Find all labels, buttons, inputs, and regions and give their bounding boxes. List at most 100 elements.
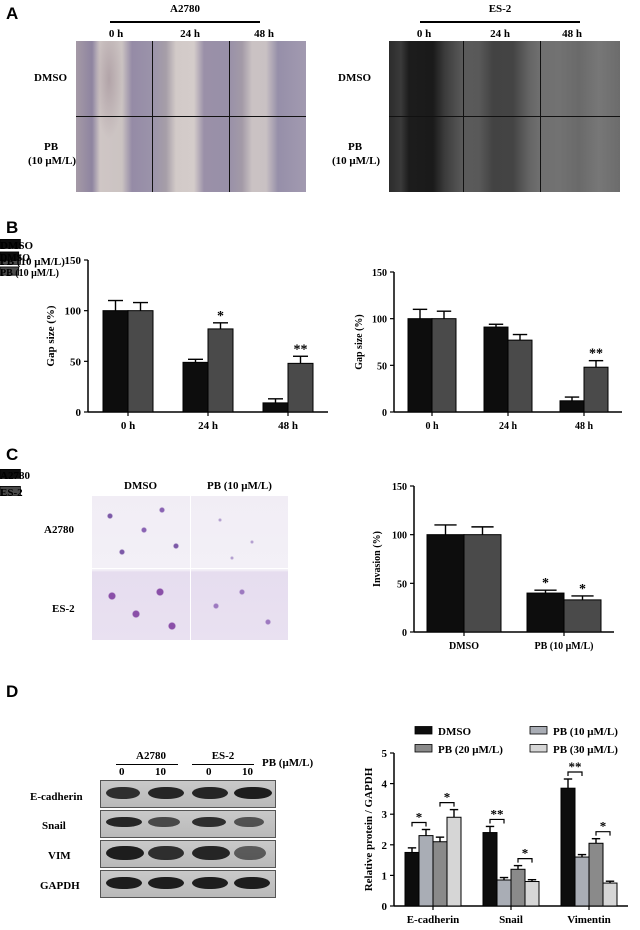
a2780-time-48h: 48 h: [254, 28, 274, 40]
blot-line-a2780: A2780: [136, 750, 166, 762]
y-tick-label: 0: [382, 901, 388, 913]
bar: [404, 851, 420, 907]
a2780-row-pb-dose: (10 μM/L): [28, 155, 77, 167]
significance-label: *: [444, 790, 451, 805]
blot-unit: PB (μM/L): [262, 757, 314, 769]
bar: [482, 832, 498, 907]
significance-label: *: [416, 810, 423, 825]
significance-label: **: [294, 342, 308, 357]
a2780-time-24h: 24 h: [180, 28, 200, 40]
bar: [262, 402, 289, 413]
y-tick-label: 100: [392, 531, 407, 542]
y-tick-label: 150: [392, 482, 407, 493]
y-tick-label: 50: [397, 579, 407, 590]
bar: [127, 310, 154, 413]
bar: [446, 816, 462, 907]
blot-band: [234, 877, 270, 889]
y-tick-label: 150: [65, 255, 82, 267]
y-tick-label: 2: [382, 840, 388, 852]
significance-bracket: [595, 831, 611, 836]
invasion-col-pb: PB (10 μM/L): [207, 480, 272, 492]
bar: [426, 534, 465, 633]
x-tick-label: 24 h: [198, 420, 218, 432]
significance-label: **: [491, 806, 504, 821]
es2-title: ES-2: [488, 3, 512, 15]
bar: [496, 879, 512, 907]
bar: [602, 882, 618, 907]
bar: [574, 856, 590, 907]
bar: [588, 842, 604, 907]
bar: [507, 339, 533, 413]
es2-row-pb: PB: [348, 141, 363, 153]
significance-bracket: [411, 821, 427, 827]
es2-time-24h: 24 h: [490, 28, 510, 40]
a2780-row-pb: PB: [44, 141, 59, 153]
blot-protein-gapdh: GAPDH: [40, 880, 80, 892]
bar: [407, 318, 433, 413]
x-tick-label: 0 h: [121, 420, 135, 432]
legend-swatch: [0, 468, 21, 479]
legend-swatch: [414, 726, 433, 735]
bar: [102, 310, 129, 413]
blot-line-es2: ES-2: [211, 750, 235, 762]
x-tick-label: Vimentin: [567, 914, 611, 926]
x-tick-label: Snail: [499, 914, 523, 926]
blot-band: [234, 817, 264, 827]
x-tick-label: DMSO: [449, 641, 479, 652]
bar: [563, 599, 602, 633]
es2-row-pb-dose: (10 μM/L): [332, 155, 381, 167]
blot-protein-ecad: E-cadherin: [30, 791, 83, 803]
y-tick-label: 0: [382, 408, 387, 419]
significance-label: **: [589, 347, 603, 362]
y-axis-label: Gap size (%): [354, 314, 365, 370]
blot-protein-vim: VIM: [48, 850, 71, 862]
blot-line-es2-rule: [192, 764, 254, 765]
blot-band: [234, 787, 272, 799]
blot-band: [148, 817, 180, 827]
legend-label: PB (10 μM/L): [553, 726, 618, 738]
y-tick-label: 5: [382, 748, 388, 760]
blot-line-a2780-rule: [116, 764, 178, 765]
es2-title-line: [420, 21, 580, 23]
panel-letter-c: C: [6, 445, 19, 464]
significance-label: *: [542, 576, 549, 591]
significance-bracket: [567, 771, 583, 777]
legend-label: DMSO: [0, 253, 30, 264]
y-tick-label: 0: [402, 628, 407, 639]
blot-band: [192, 787, 228, 799]
significance-bracket: [439, 802, 455, 807]
blot-band: [106, 877, 142, 889]
bar: [526, 592, 565, 633]
blot-band: [234, 846, 266, 860]
invasion-row-a2780: A2780: [44, 524, 74, 536]
significance-label: *: [579, 582, 586, 597]
y-axis-label: Gap size (%): [45, 305, 57, 366]
significance-label: **: [569, 759, 582, 774]
legend-swatch: [0, 238, 21, 249]
legend-label: PB (20 μM/L): [438, 744, 503, 756]
blot-band: [148, 787, 184, 799]
y-tick-label: 50: [70, 356, 82, 368]
legend-label: DMSO: [0, 240, 33, 252]
panel-letter-b: B: [6, 218, 19, 237]
bar: [560, 787, 576, 907]
blot-band: [106, 846, 144, 860]
y-tick-label: 1: [382, 870, 388, 882]
legend-swatch: [0, 251, 20, 261]
es2-time-48h: 48 h: [562, 28, 582, 40]
y-tick-label: 3: [382, 809, 388, 821]
legend-swatch: [529, 744, 548, 753]
panel-letter-d: D: [6, 682, 19, 701]
y-tick-label: 150: [372, 268, 387, 279]
blot-dose-4: 10: [242, 766, 253, 778]
blot-protein-snail: Snail: [42, 820, 66, 832]
significance-label: *: [522, 846, 529, 861]
blot-band: [106, 787, 140, 799]
legend-swatch: [0, 485, 21, 496]
y-tick-label: 100: [65, 306, 82, 318]
bar: [510, 868, 526, 907]
blot-band: [148, 877, 184, 889]
y-axis-label: Invasion (%): [372, 531, 383, 587]
bar: [207, 328, 234, 413]
